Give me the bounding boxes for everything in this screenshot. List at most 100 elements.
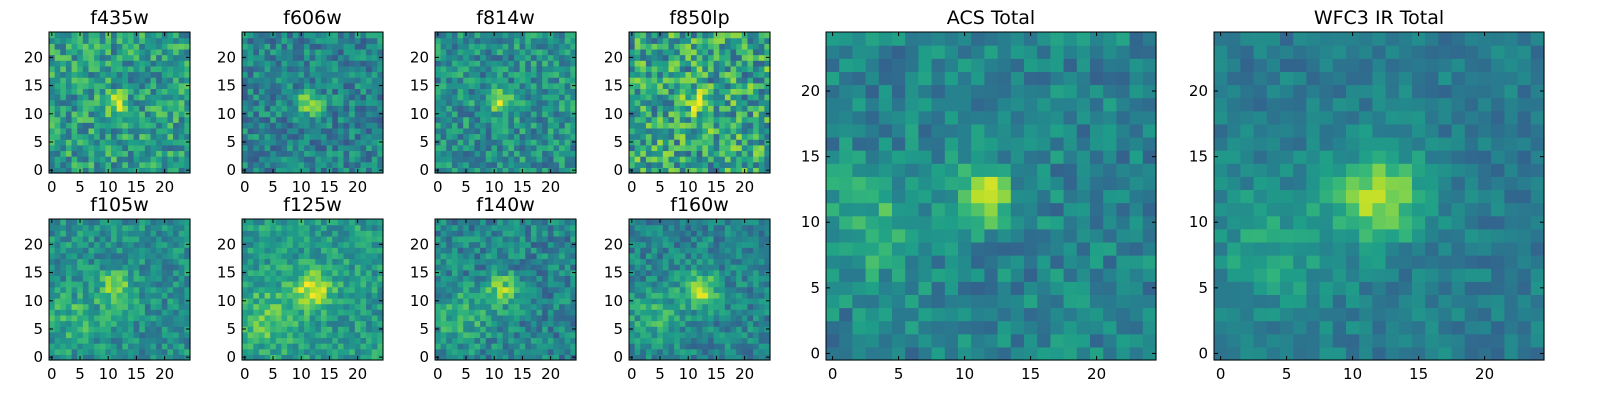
pixel bbox=[77, 48, 84, 56]
panel-title: f814w bbox=[476, 7, 535, 29]
pixel bbox=[446, 65, 453, 73]
pixel bbox=[513, 144, 521, 152]
pixel bbox=[247, 110, 254, 118]
pixel bbox=[258, 348, 266, 355]
pixel bbox=[491, 110, 498, 118]
pixel bbox=[536, 139, 543, 146]
pixel bbox=[542, 37, 549, 44]
pixel bbox=[178, 241, 185, 248]
pixel bbox=[71, 219, 78, 226]
pixel bbox=[497, 235, 504, 243]
pixel bbox=[94, 247, 101, 254]
pixel bbox=[474, 167, 481, 174]
pixel bbox=[258, 127, 266, 135]
pixel bbox=[736, 99, 743, 106]
pixel bbox=[354, 314, 362, 322]
pixel bbox=[326, 144, 333, 152]
pixel bbox=[525, 139, 532, 146]
pixel bbox=[685, 161, 692, 168]
pixel bbox=[60, 48, 67, 56]
pixel bbox=[547, 60, 555, 67]
pixel bbox=[435, 309, 442, 316]
pixel bbox=[485, 247, 492, 254]
pixel bbox=[292, 150, 299, 157]
pixel bbox=[167, 224, 174, 231]
pixel bbox=[525, 127, 532, 135]
pixel bbox=[122, 110, 129, 118]
pixel bbox=[173, 303, 180, 310]
pixel bbox=[287, 343, 294, 350]
pixel bbox=[741, 343, 749, 350]
pixel bbox=[281, 303, 288, 310]
pixel bbox=[502, 48, 509, 56]
pixel bbox=[292, 116, 299, 123]
pixel bbox=[491, 105, 498, 112]
pixel bbox=[377, 133, 384, 140]
pixel bbox=[724, 122, 732, 129]
pixel bbox=[674, 150, 681, 157]
pixel bbox=[309, 219, 316, 226]
pixel bbox=[730, 275, 737, 282]
pixel bbox=[508, 314, 515, 322]
pixel bbox=[651, 88, 658, 95]
pixel bbox=[156, 37, 163, 44]
pixel bbox=[275, 60, 283, 67]
pixel bbox=[82, 224, 90, 231]
pixel bbox=[111, 144, 118, 152]
pixel bbox=[691, 337, 698, 344]
pixel bbox=[82, 286, 90, 293]
y-tick-label: 15 bbox=[217, 264, 236, 282]
y-tick-label: 20 bbox=[217, 235, 236, 253]
pixel bbox=[758, 54, 765, 61]
pixel bbox=[161, 139, 169, 146]
pixel bbox=[553, 167, 560, 174]
pixel bbox=[525, 32, 532, 39]
pixel bbox=[309, 167, 316, 174]
pixel bbox=[309, 110, 316, 118]
pixel bbox=[468, 275, 476, 282]
pixel bbox=[127, 337, 135, 344]
pixel bbox=[77, 343, 84, 350]
pixel bbox=[366, 133, 373, 140]
pixel bbox=[298, 235, 305, 243]
pixel bbox=[320, 94, 328, 101]
pixel bbox=[49, 303, 56, 310]
pixel bbox=[497, 105, 504, 112]
pixel bbox=[178, 156, 185, 163]
pixel bbox=[150, 247, 157, 254]
pixel bbox=[508, 94, 515, 101]
pixel bbox=[354, 156, 362, 163]
pixel bbox=[349, 281, 356, 288]
pixel bbox=[542, 331, 549, 339]
pixel bbox=[474, 224, 481, 231]
pixel bbox=[713, 43, 720, 50]
pixel bbox=[366, 269, 373, 276]
pixel bbox=[292, 292, 299, 299]
pixel bbox=[139, 235, 146, 243]
pixel bbox=[77, 235, 84, 243]
pixel bbox=[173, 77, 180, 84]
pixel bbox=[133, 65, 140, 73]
pixel bbox=[60, 144, 67, 152]
pixel bbox=[702, 71, 709, 78]
pixel bbox=[559, 65, 566, 73]
pixel bbox=[377, 331, 384, 339]
pixel bbox=[724, 150, 732, 157]
pixel bbox=[326, 122, 333, 129]
pixel bbox=[559, 71, 566, 78]
pixel bbox=[116, 258, 123, 265]
pixel bbox=[156, 354, 163, 361]
pixel bbox=[634, 150, 641, 157]
pixel bbox=[519, 43, 526, 50]
pixel bbox=[320, 71, 328, 78]
pixel bbox=[542, 219, 549, 226]
pixel bbox=[49, 309, 56, 316]
pixel bbox=[530, 48, 538, 56]
pixel bbox=[71, 269, 78, 276]
pixel bbox=[559, 303, 566, 310]
pixel bbox=[502, 331, 509, 339]
pixel bbox=[309, 286, 316, 293]
pixel bbox=[553, 235, 560, 243]
pixel bbox=[111, 65, 118, 73]
pixel bbox=[167, 133, 174, 140]
